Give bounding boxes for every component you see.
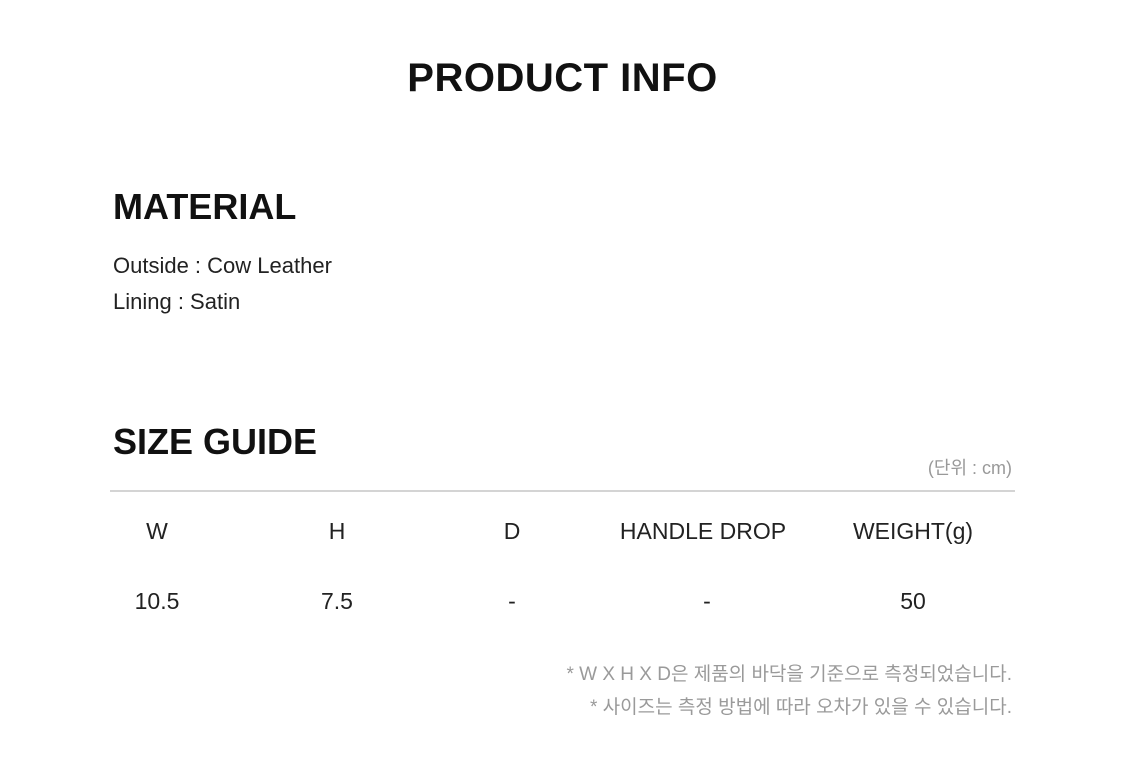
value-w: 10.5 [134, 588, 180, 614]
header-weight: WEIGHT(g) [852, 518, 974, 544]
value-handle-drop: - [703, 588, 711, 614]
value-d: - [508, 588, 516, 614]
header-w: W [146, 518, 168, 544]
note-measurement: * W X H X D은 제품의 바닥을 기준으로 측정되었습니다. [566, 664, 1012, 685]
value-weight: 50 [900, 588, 926, 614]
header-h: H [328, 518, 346, 544]
page-title: PRODUCT INFO [407, 56, 718, 100]
header-handle-drop: HANDLE DROP [619, 518, 787, 544]
divider [110, 490, 1015, 492]
size-guide-heading: SIZE GUIDE [113, 421, 318, 462]
material-lining: Lining : Satin [113, 289, 241, 314]
value-h: 7.5 [321, 588, 353, 614]
note-tolerance: * 사이즈는 측정 방법에 따라 오차가 있을 수 있습니다. [590, 697, 1012, 718]
unit-label: (단위 : cm) [927, 458, 1012, 478]
material-heading: MATERIAL [113, 186, 297, 227]
material-outside: Outside : Cow Leather [113, 253, 332, 278]
header-d: D [503, 518, 521, 544]
